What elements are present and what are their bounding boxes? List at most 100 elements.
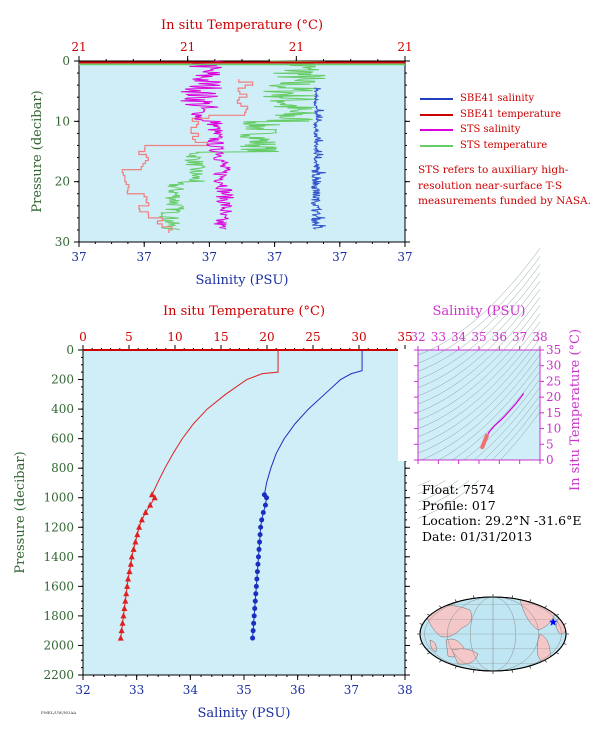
data-point-salinity: [251, 628, 256, 633]
ts-right-axis-title: In situ Temperature (°C): [568, 329, 583, 491]
y-tick-label: 600: [51, 432, 74, 446]
y-tick-label: 1000: [43, 491, 74, 505]
ts-top-axis-title: Salinity (PSU): [433, 304, 526, 319]
ts-top-tick-label: 32: [410, 330, 425, 344]
y-tick-label: 10: [55, 114, 70, 128]
y-tick-label: 2200: [43, 668, 74, 682]
top-tick-label: 5: [125, 330, 133, 344]
y-tick-label: 1800: [43, 609, 74, 623]
top-axis-title: In situ Temperature (°C): [161, 18, 323, 33]
ts-right-tick-label: 25: [546, 374, 561, 388]
data-point-salinity: [251, 621, 256, 626]
top-tick-label: 21: [180, 40, 195, 54]
map-tick: [545, 606, 547, 608]
data-point-salinity: [255, 562, 260, 567]
data-point-salinity: [253, 591, 258, 596]
ts-right-tick-label: 15: [546, 406, 561, 420]
y-tick-label: 800: [51, 461, 74, 475]
data-point-salinity: [254, 584, 259, 589]
bottom-tick-label: 34: [183, 683, 199, 697]
float-info: Float: 7574 Profile: 017 Location: 29.2°…: [422, 482, 582, 544]
map-tick: [439, 606, 441, 608]
map-tick: [427, 614, 430, 616]
data-point-salinity: [257, 540, 262, 545]
y-tick-label: 0: [62, 54, 70, 68]
bottom-tick-label: 35: [236, 683, 251, 697]
bottom-tick-label: 37: [137, 250, 152, 264]
ts-right-tick-label: 20: [546, 390, 561, 404]
legend-label: SBE41 salinity: [460, 91, 534, 107]
bottom-tick-label: 37: [332, 250, 347, 264]
ts-data-point: [485, 434, 489, 438]
map-tick: [556, 614, 559, 616]
y-tick-label: 2000: [43, 638, 74, 652]
map-tick: [427, 653, 430, 655]
map-tick: [564, 624, 567, 625]
legend-swatch: [420, 145, 453, 147]
data-point-salinity: [253, 599, 258, 604]
footer-credit: PMEL/UW/NOAA: [41, 710, 76, 715]
ts-right-tick-label: 35: [546, 343, 561, 357]
ts-top-tick-label: 33: [431, 330, 446, 344]
y-tick-label: 200: [51, 373, 74, 387]
y-tick-label: 400: [51, 402, 74, 416]
y-axis-title: Pressure (decibar): [30, 90, 45, 212]
data-point-salinity: [263, 503, 268, 508]
bottom-axis-title: Salinity (PSU): [198, 706, 291, 721]
plot-area-2: [83, 350, 405, 675]
ts-right-tick-label: 5: [546, 437, 554, 451]
data-point-salinity: [258, 532, 263, 537]
profile-number: Profile: 017: [422, 498, 582, 514]
ts-right-tick-label: 30: [546, 359, 561, 373]
legend-label: STS temperature: [460, 138, 547, 154]
bottom-tick-label: 37: [344, 683, 359, 697]
bottom-tick-label: 33: [129, 683, 144, 697]
data-point-salinity: [255, 569, 260, 574]
data-point-salinity: [258, 525, 263, 530]
map-tick: [545, 660, 547, 662]
ts-top-tick-label: 34: [451, 330, 467, 344]
y-tick-label: 1200: [43, 520, 74, 534]
y-tick-label: 30: [55, 235, 70, 249]
map-tick: [439, 660, 441, 662]
y-axis-title: Pressure (decibar): [13, 451, 28, 573]
ts-top-tick-label: 38: [532, 330, 547, 344]
top-tick-label: 10: [167, 330, 182, 344]
data-point-salinity: [250, 636, 255, 641]
date: Date: 01/31/2013: [422, 529, 582, 545]
bottom-tick-label: 37: [267, 250, 282, 264]
bottom-axis-title: Salinity (PSU): [196, 273, 289, 288]
ts-right-tick-label: 0: [546, 453, 554, 467]
map-tick: [564, 644, 567, 645]
location: Location: 29.2°N -31.6°E: [422, 513, 582, 529]
bottom-tick-label: 37: [202, 250, 217, 264]
top-tick-label: 30: [351, 330, 366, 344]
ts-top-tick-label: 36: [492, 330, 507, 344]
top-tick-label: 21: [71, 40, 86, 54]
data-point-salinity: [252, 613, 257, 618]
data-point-salinity: [257, 547, 262, 552]
ts-top-tick-label: 37: [512, 330, 527, 344]
sts-note: STS refers to auxiliary high-resolution …: [418, 163, 598, 210]
legend-label: STS salinity: [460, 122, 520, 138]
top-tick-label: 21: [397, 40, 412, 54]
data-point-salinity: [261, 510, 266, 515]
ts-plot-area: [418, 350, 540, 460]
bottom-tick-label: 37: [71, 250, 86, 264]
bottom-tick-label: 37: [397, 250, 412, 264]
bottom-tick-label: 32: [75, 683, 90, 697]
data-point-salinity: [264, 495, 269, 500]
legend-label: SBE41 temperature: [460, 107, 561, 123]
legend-swatch: [420, 129, 453, 131]
y-tick-label: 1600: [43, 579, 74, 593]
data-point-salinity: [256, 554, 261, 559]
legend-swatch: [420, 98, 453, 100]
y-tick-label: 0: [66, 343, 74, 357]
legend-swatch: [420, 114, 453, 116]
ts-top-tick-label: 35: [471, 330, 486, 344]
map-tick: [420, 644, 423, 645]
float-id: Float: 7574: [422, 482, 582, 498]
y-tick-label: 20: [55, 175, 70, 189]
map-tick: [420, 624, 423, 625]
y-tick-label: 1400: [43, 550, 74, 564]
